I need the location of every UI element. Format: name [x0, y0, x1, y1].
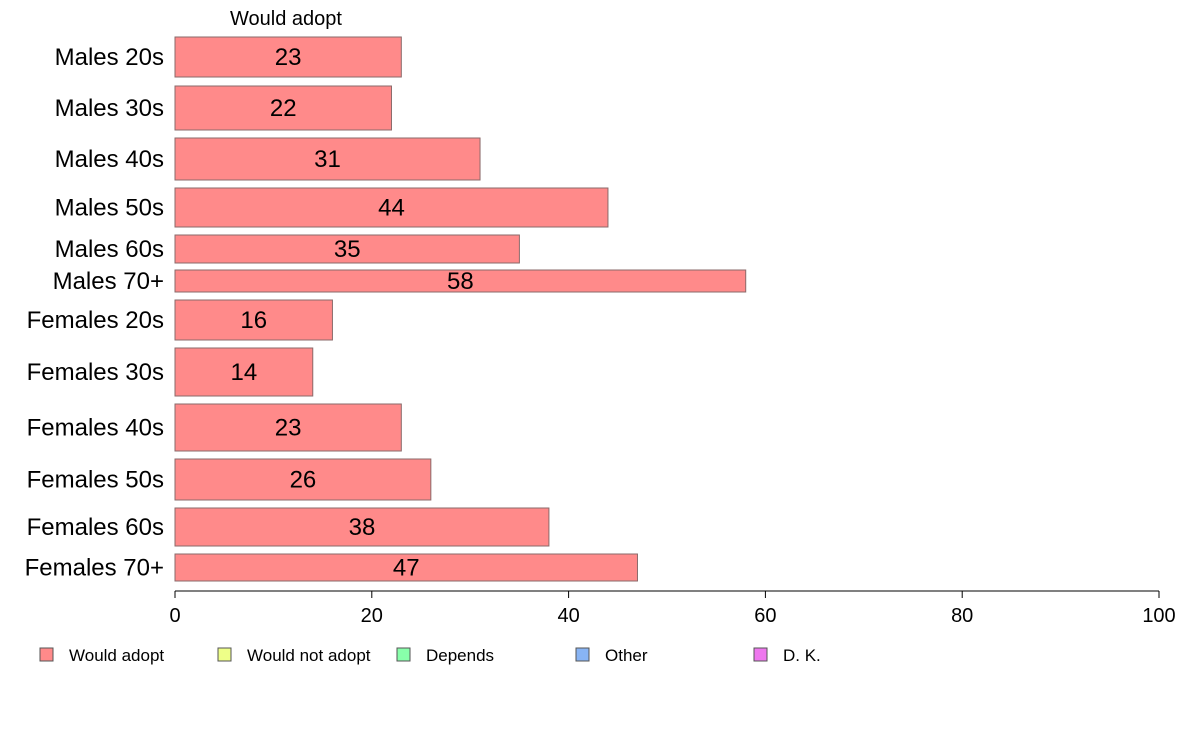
series-header: Would adopt: [230, 8, 342, 30]
x-tick-label: 40: [557, 605, 579, 627]
x-tick-label: 80: [951, 605, 973, 627]
x-tick-label: 0: [169, 605, 180, 627]
category-label: Females 30s: [27, 359, 164, 386]
legend-swatch: [39, 647, 54, 662]
bar-value-label: 47: [393, 555, 420, 582]
legend-label: Would adopt: [69, 646, 164, 665]
category-label: Females 60s: [27, 514, 164, 541]
bar-would-adopt: [174, 234, 520, 264]
legend-label: Depends: [426, 646, 494, 665]
bar-value-label: 26: [290, 467, 317, 494]
bar-value-label: 58: [447, 268, 474, 295]
bar-would-adopt: [174, 137, 481, 181]
bar-would-adopt: [174, 458, 432, 501]
legend-label: Other: [605, 646, 648, 665]
bar-would-adopt: [174, 299, 333, 341]
bar-value-label: 23: [275, 44, 302, 71]
category-label: Females 70+: [25, 555, 164, 582]
category-label: Males 70+: [53, 268, 164, 295]
category-label: Males 40s: [55, 146, 164, 173]
category-label: Males 50s: [55, 195, 164, 222]
bar-would-adopt: [174, 507, 550, 547]
x-tick-label: 20: [361, 605, 383, 627]
bar-value-label: 38: [349, 514, 376, 541]
bar-value-label: 16: [240, 307, 267, 334]
bar-value-label: 23: [275, 415, 302, 442]
bars-group: Males 20s 23 Males 30s 22 Males 40s 31 Males 5…: [25, 36, 747, 582]
x-axis: 0 20 40 60 80 100: [169, 590, 1176, 627]
legend-swatch: [575, 647, 590, 662]
bar-value-label: 35: [334, 236, 361, 263]
bar-value-label: 44: [378, 195, 405, 222]
category-label: Males 60s: [55, 236, 164, 263]
bar-would-adopt: [174, 187, 609, 228]
legend-swatch: [753, 647, 768, 662]
x-tick-label: 60: [754, 605, 776, 627]
legend-label: D. K.: [783, 646, 821, 665]
category-label: Females 20s: [27, 307, 164, 334]
bar-would-adopt: [174, 269, 747, 293]
x-tick-label: 100: [1142, 605, 1175, 627]
category-label: Females 50s: [27, 467, 164, 494]
bar-would-adopt: [174, 403, 402, 452]
legend-swatch: [217, 647, 232, 662]
bar-would-adopt: [174, 85, 392, 131]
category-label: Males 20s: [55, 44, 164, 71]
bar-value-label: 22: [270, 95, 297, 122]
legend-swatch: [396, 647, 411, 662]
bar-value-label: 14: [231, 359, 258, 386]
bar-would-adopt: [174, 36, 402, 78]
bar-would-adopt: [174, 347, 314, 397]
category-label: Females 40s: [27, 415, 164, 442]
bar-would-adopt: [174, 553, 638, 582]
legend-label: Would not adopt: [247, 646, 371, 665]
category-label: Males 30s: [55, 95, 164, 122]
legend: Would adopt Would not adopt Depends Other D.…: [39, 646, 821, 665]
bar-value-label: 31: [314, 146, 341, 173]
